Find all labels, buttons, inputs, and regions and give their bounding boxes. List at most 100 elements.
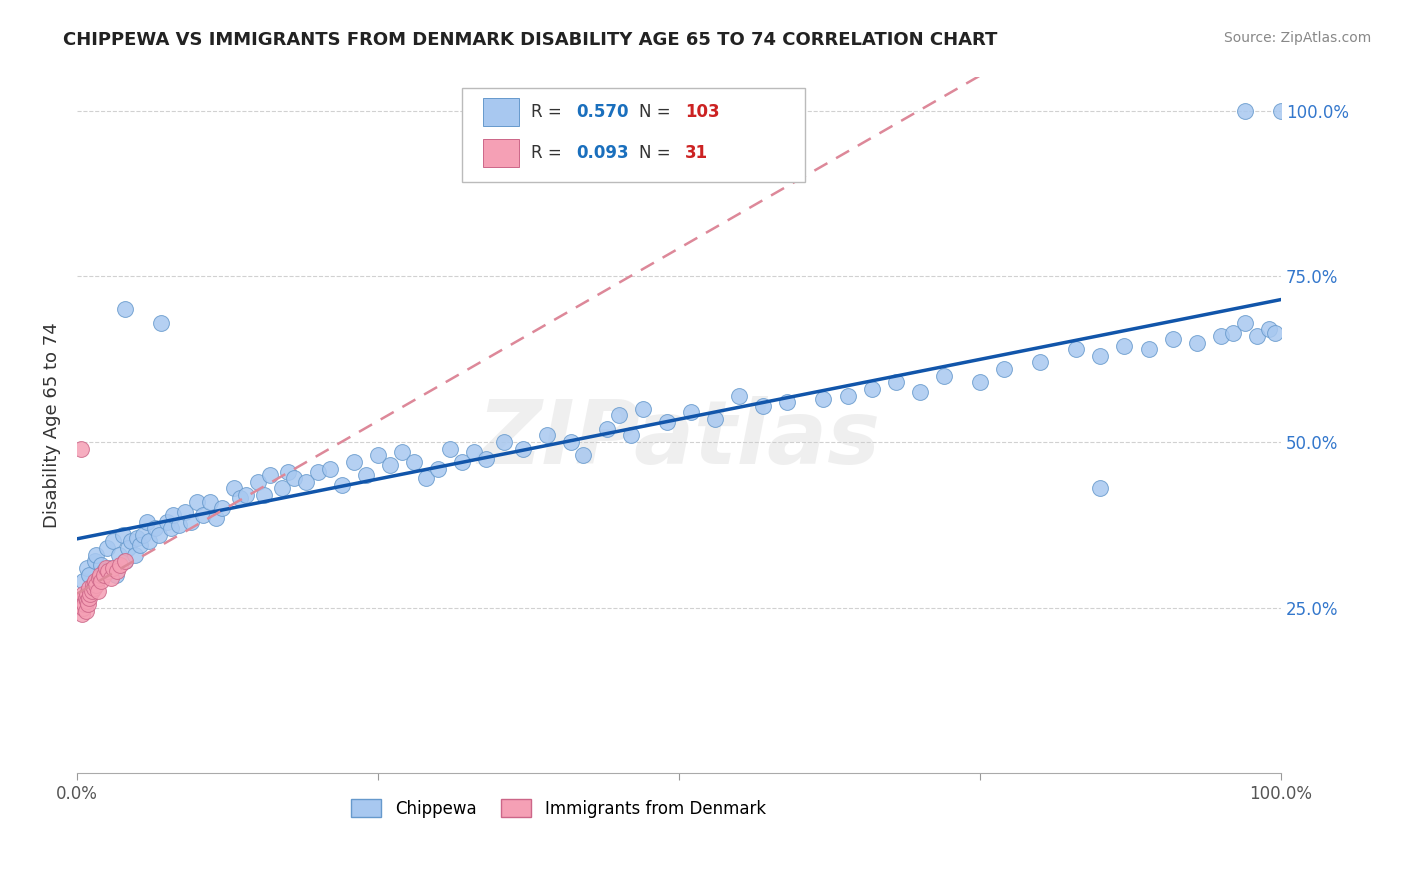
Point — [72, 587, 94, 601]
Point — [186, 494, 208, 508]
Point — [114, 302, 136, 317]
Point — [222, 482, 245, 496]
Point — [475, 451, 498, 466]
Legend: Chippewa, Immigrants from Denmark: Chippewa, Immigrants from Denmark — [344, 793, 772, 824]
Point — [235, 488, 257, 502]
Text: CHIPPEWA VS IMMIGRANTS FROM DENMARK DISABILITY AGE 65 TO 74 CORRELATION CHART: CHIPPEWA VS IMMIGRANTS FROM DENMARK DISA… — [63, 31, 998, 49]
Text: 103: 103 — [685, 103, 720, 121]
Point — [253, 488, 276, 502]
Text: 0.570: 0.570 — [576, 103, 630, 121]
Point — [143, 521, 166, 535]
Point — [90, 574, 112, 589]
Point — [560, 435, 582, 450]
Point — [270, 482, 292, 496]
Point — [1137, 342, 1160, 356]
Point — [82, 577, 104, 591]
Point — [117, 541, 139, 555]
Point — [162, 508, 184, 522]
Point — [1029, 355, 1052, 369]
Point — [93, 567, 115, 582]
Point — [415, 471, 437, 485]
Point — [83, 581, 105, 595]
Point — [160, 521, 183, 535]
Point — [114, 554, 136, 568]
Point — [307, 465, 329, 479]
Point — [103, 561, 125, 575]
Point — [259, 468, 281, 483]
Point — [343, 455, 366, 469]
Point — [1222, 326, 1244, 340]
Point — [494, 435, 516, 450]
Point — [283, 471, 305, 485]
Point — [86, 577, 108, 591]
Point — [174, 505, 197, 519]
Point — [72, 600, 94, 615]
Point — [295, 475, 318, 489]
Point — [148, 528, 170, 542]
Point — [451, 455, 474, 469]
Point — [1090, 482, 1112, 496]
Point — [536, 428, 558, 442]
Point — [79, 587, 101, 601]
Point — [427, 461, 450, 475]
Point — [1161, 332, 1184, 346]
Text: N =: N = — [640, 103, 676, 121]
Point — [391, 445, 413, 459]
Point — [1264, 326, 1286, 340]
Point — [752, 399, 775, 413]
Point — [98, 561, 121, 575]
Point — [463, 445, 485, 459]
Point — [80, 584, 103, 599]
Point — [105, 564, 128, 578]
Point — [860, 382, 883, 396]
Bar — [482, 98, 519, 126]
Point — [120, 534, 142, 549]
Point — [378, 458, 401, 473]
Point — [77, 591, 100, 605]
Point — [969, 376, 991, 390]
Point — [319, 461, 342, 475]
Point — [69, 594, 91, 608]
Point — [607, 409, 630, 423]
Point — [681, 405, 703, 419]
Point — [84, 574, 107, 589]
Point — [246, 475, 269, 489]
Point — [1185, 335, 1208, 350]
Point — [728, 389, 751, 403]
Point — [156, 515, 179, 529]
Point — [150, 316, 173, 330]
FancyBboxPatch shape — [463, 88, 806, 182]
Point — [111, 528, 134, 542]
Point — [76, 561, 98, 575]
Point — [198, 494, 221, 508]
Text: 31: 31 — [685, 145, 709, 162]
Y-axis label: Disability Age 65 to 74: Disability Age 65 to 74 — [44, 323, 60, 528]
Point — [655, 415, 678, 429]
Point — [103, 534, 125, 549]
Point — [204, 511, 226, 525]
Point — [330, 478, 353, 492]
Point — [776, 395, 799, 409]
Point — [75, 591, 97, 605]
Point — [571, 448, 593, 462]
Point — [169, 517, 191, 532]
Text: Source: ZipAtlas.com: Source: ZipAtlas.com — [1223, 31, 1371, 45]
Point — [813, 392, 835, 406]
Point — [439, 442, 461, 456]
Point — [1209, 329, 1232, 343]
Point — [884, 376, 907, 390]
Point — [73, 598, 96, 612]
Point — [70, 607, 93, 622]
Point — [1233, 103, 1256, 118]
Point — [93, 564, 115, 578]
Point — [620, 428, 643, 442]
Point — [631, 401, 654, 416]
Point — [180, 515, 202, 529]
Point — [94, 561, 117, 575]
Point — [228, 491, 250, 506]
Point — [110, 558, 132, 572]
Point — [104, 567, 127, 582]
Point — [277, 465, 299, 479]
Point — [211, 501, 233, 516]
Point — [89, 567, 111, 582]
